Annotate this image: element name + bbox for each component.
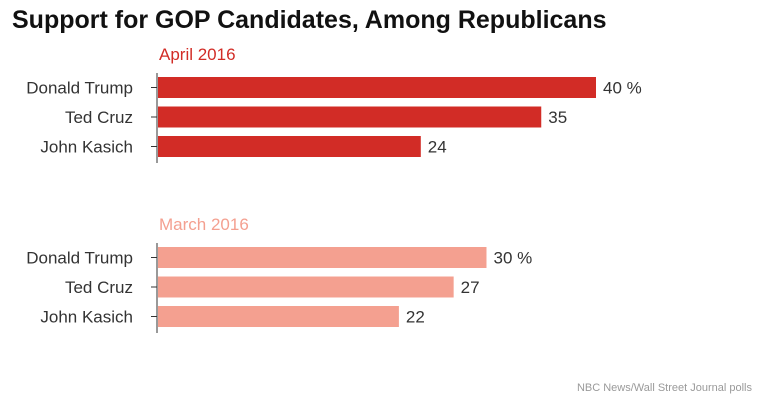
chart-title: Support for GOP Candidates, Among Republ…	[12, 6, 607, 34]
bar-april-donald-trump	[158, 77, 596, 98]
source-note: NBC News/Wall Street Journal polls	[576, 382, 752, 394]
panel-label-april: April 2016	[159, 45, 236, 64]
value-label-april: 35	[548, 108, 567, 127]
bar-march-donald-trump	[158, 247, 487, 268]
value-label-april: 40 %	[603, 79, 642, 98]
category-label-april: Donald Trump	[26, 79, 133, 98]
value-label-march: 27	[461, 278, 480, 297]
value-label-march: 22	[406, 308, 425, 327]
value-label-april: 24	[428, 138, 447, 157]
panel-label-march: March 2016	[159, 215, 249, 234]
category-label-march: Donald Trump	[26, 249, 133, 268]
bar-march-ted-cruz	[158, 276, 454, 298]
category-label-march: John Kasich	[40, 308, 133, 327]
category-label-april: John Kasich	[40, 138, 133, 157]
category-label-april: Ted Cruz	[65, 108, 133, 127]
bar-april-john-kasich	[158, 136, 421, 157]
category-label-march: Ted Cruz	[65, 278, 133, 297]
bar-march-john-kasich	[158, 306, 399, 327]
value-label-march: 30 %	[494, 249, 533, 268]
bar-april-ted-cruz	[158, 106, 542, 128]
